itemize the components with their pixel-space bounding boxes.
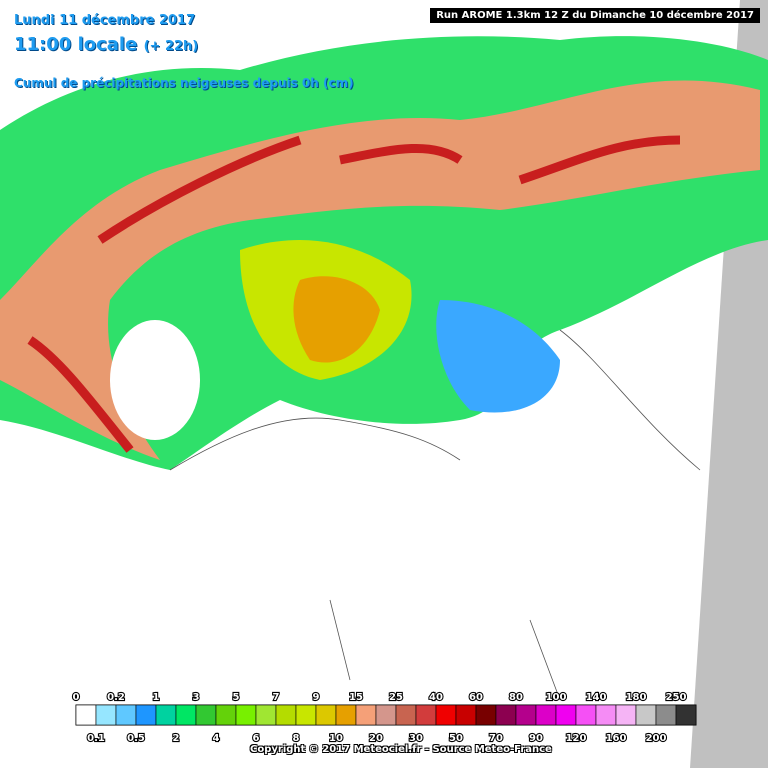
legend-label: 10 <box>329 733 343 744</box>
no-snow-area <box>110 320 200 440</box>
legend-label: 0 <box>73 692 80 703</box>
legend-label: 70 <box>489 733 503 744</box>
subtitle: Cumul de précipitations neigeuses depuis… <box>14 76 354 90</box>
legend-label: 7 <box>273 692 280 703</box>
legend-swatch <box>115 704 137 726</box>
legend-label: 6 <box>253 733 260 744</box>
legend-label: 1 <box>153 692 160 703</box>
legend-label: 25 <box>389 692 403 703</box>
legend-swatch <box>635 704 657 726</box>
legend-label: 3 <box>193 692 200 703</box>
legend-swatch <box>75 704 97 726</box>
legend-swatch <box>415 704 437 726</box>
legend-swatch <box>195 704 217 726</box>
legend-swatch <box>235 704 257 726</box>
legend-label: 5 <box>233 692 240 703</box>
legend-label: 60 <box>469 692 483 703</box>
legend-label: 80 <box>509 692 523 703</box>
legend-swatch <box>475 704 497 726</box>
legend-swatch <box>455 704 477 726</box>
legend-label: 4 <box>213 733 220 744</box>
hour: 11:00 locale (+ 22h) <box>14 34 198 55</box>
run-info: Run AROME 1.3km 12 Z du Dimanche 10 déce… <box>430 8 760 23</box>
legend-label: 100 <box>546 692 567 703</box>
legend-swatch <box>95 704 117 726</box>
legend-swatch <box>575 704 597 726</box>
legend-swatch <box>395 704 417 726</box>
legend-swatch <box>135 704 157 726</box>
legend-swatch <box>255 704 277 726</box>
legend-label: 200 <box>646 733 667 744</box>
legend-swatch <box>675 704 697 726</box>
date: Lundi 11 décembre 2017 <box>14 13 196 28</box>
legend-label: 15 <box>349 692 363 703</box>
legend-swatch <box>435 704 457 726</box>
legend: 0 0.1 0.2 0.5 1 2 3 4 5 6 7 8 9 10 15 20 25 30 40 50 60 70 80 9… <box>71 691 697 745</box>
legend-swatch <box>555 704 577 726</box>
legend-swatch <box>315 704 337 726</box>
legend-label: 0.2 <box>107 692 125 703</box>
legend-label: 250 <box>666 692 687 703</box>
snow-heavy <box>293 276 380 363</box>
copyright: Copyright © 2017 Meteociel.fr - Source M… <box>250 744 552 755</box>
legend-swatch <box>515 704 537 726</box>
legend-label: 90 <box>529 733 543 744</box>
legend-swatch <box>655 704 677 726</box>
legend-swatch <box>215 704 237 726</box>
legend-label: 2 <box>173 733 180 744</box>
lead-time: (+ 22h) <box>143 39 199 54</box>
legend-label: 9 <box>313 692 320 703</box>
legend-label: 140 <box>586 692 607 703</box>
legend-swatch <box>495 704 517 726</box>
alps-snow <box>0 80 760 460</box>
local-time: 11:00 locale <box>14 34 138 55</box>
legend-swatch <box>535 704 557 726</box>
legend-label: 0.5 <box>127 733 145 744</box>
legend-swatch <box>155 704 177 726</box>
legend-label: 20 <box>369 733 383 744</box>
legend-swatch <box>595 704 617 726</box>
legend-swatch <box>375 704 397 726</box>
borders <box>169 329 701 701</box>
legend-label: 8 <box>293 733 300 744</box>
legend-label: 40 <box>429 692 443 703</box>
legend-swatch <box>355 704 377 726</box>
legend-swatch <box>275 704 297 726</box>
legend-label: 120 <box>566 733 587 744</box>
legend-label: 180 <box>626 692 647 703</box>
legend-swatch <box>615 704 637 726</box>
snow-light <box>436 300 560 413</box>
legend-label: 30 <box>409 733 423 744</box>
alps-peaks <box>27 135 681 453</box>
legend-label: 0.1 <box>87 733 105 744</box>
legend-label: 160 <box>606 733 627 744</box>
legend-label: 50 <box>449 733 463 744</box>
legend-swatch <box>335 704 357 726</box>
legend-swatch <box>175 704 197 726</box>
legend-swatch <box>295 704 317 726</box>
